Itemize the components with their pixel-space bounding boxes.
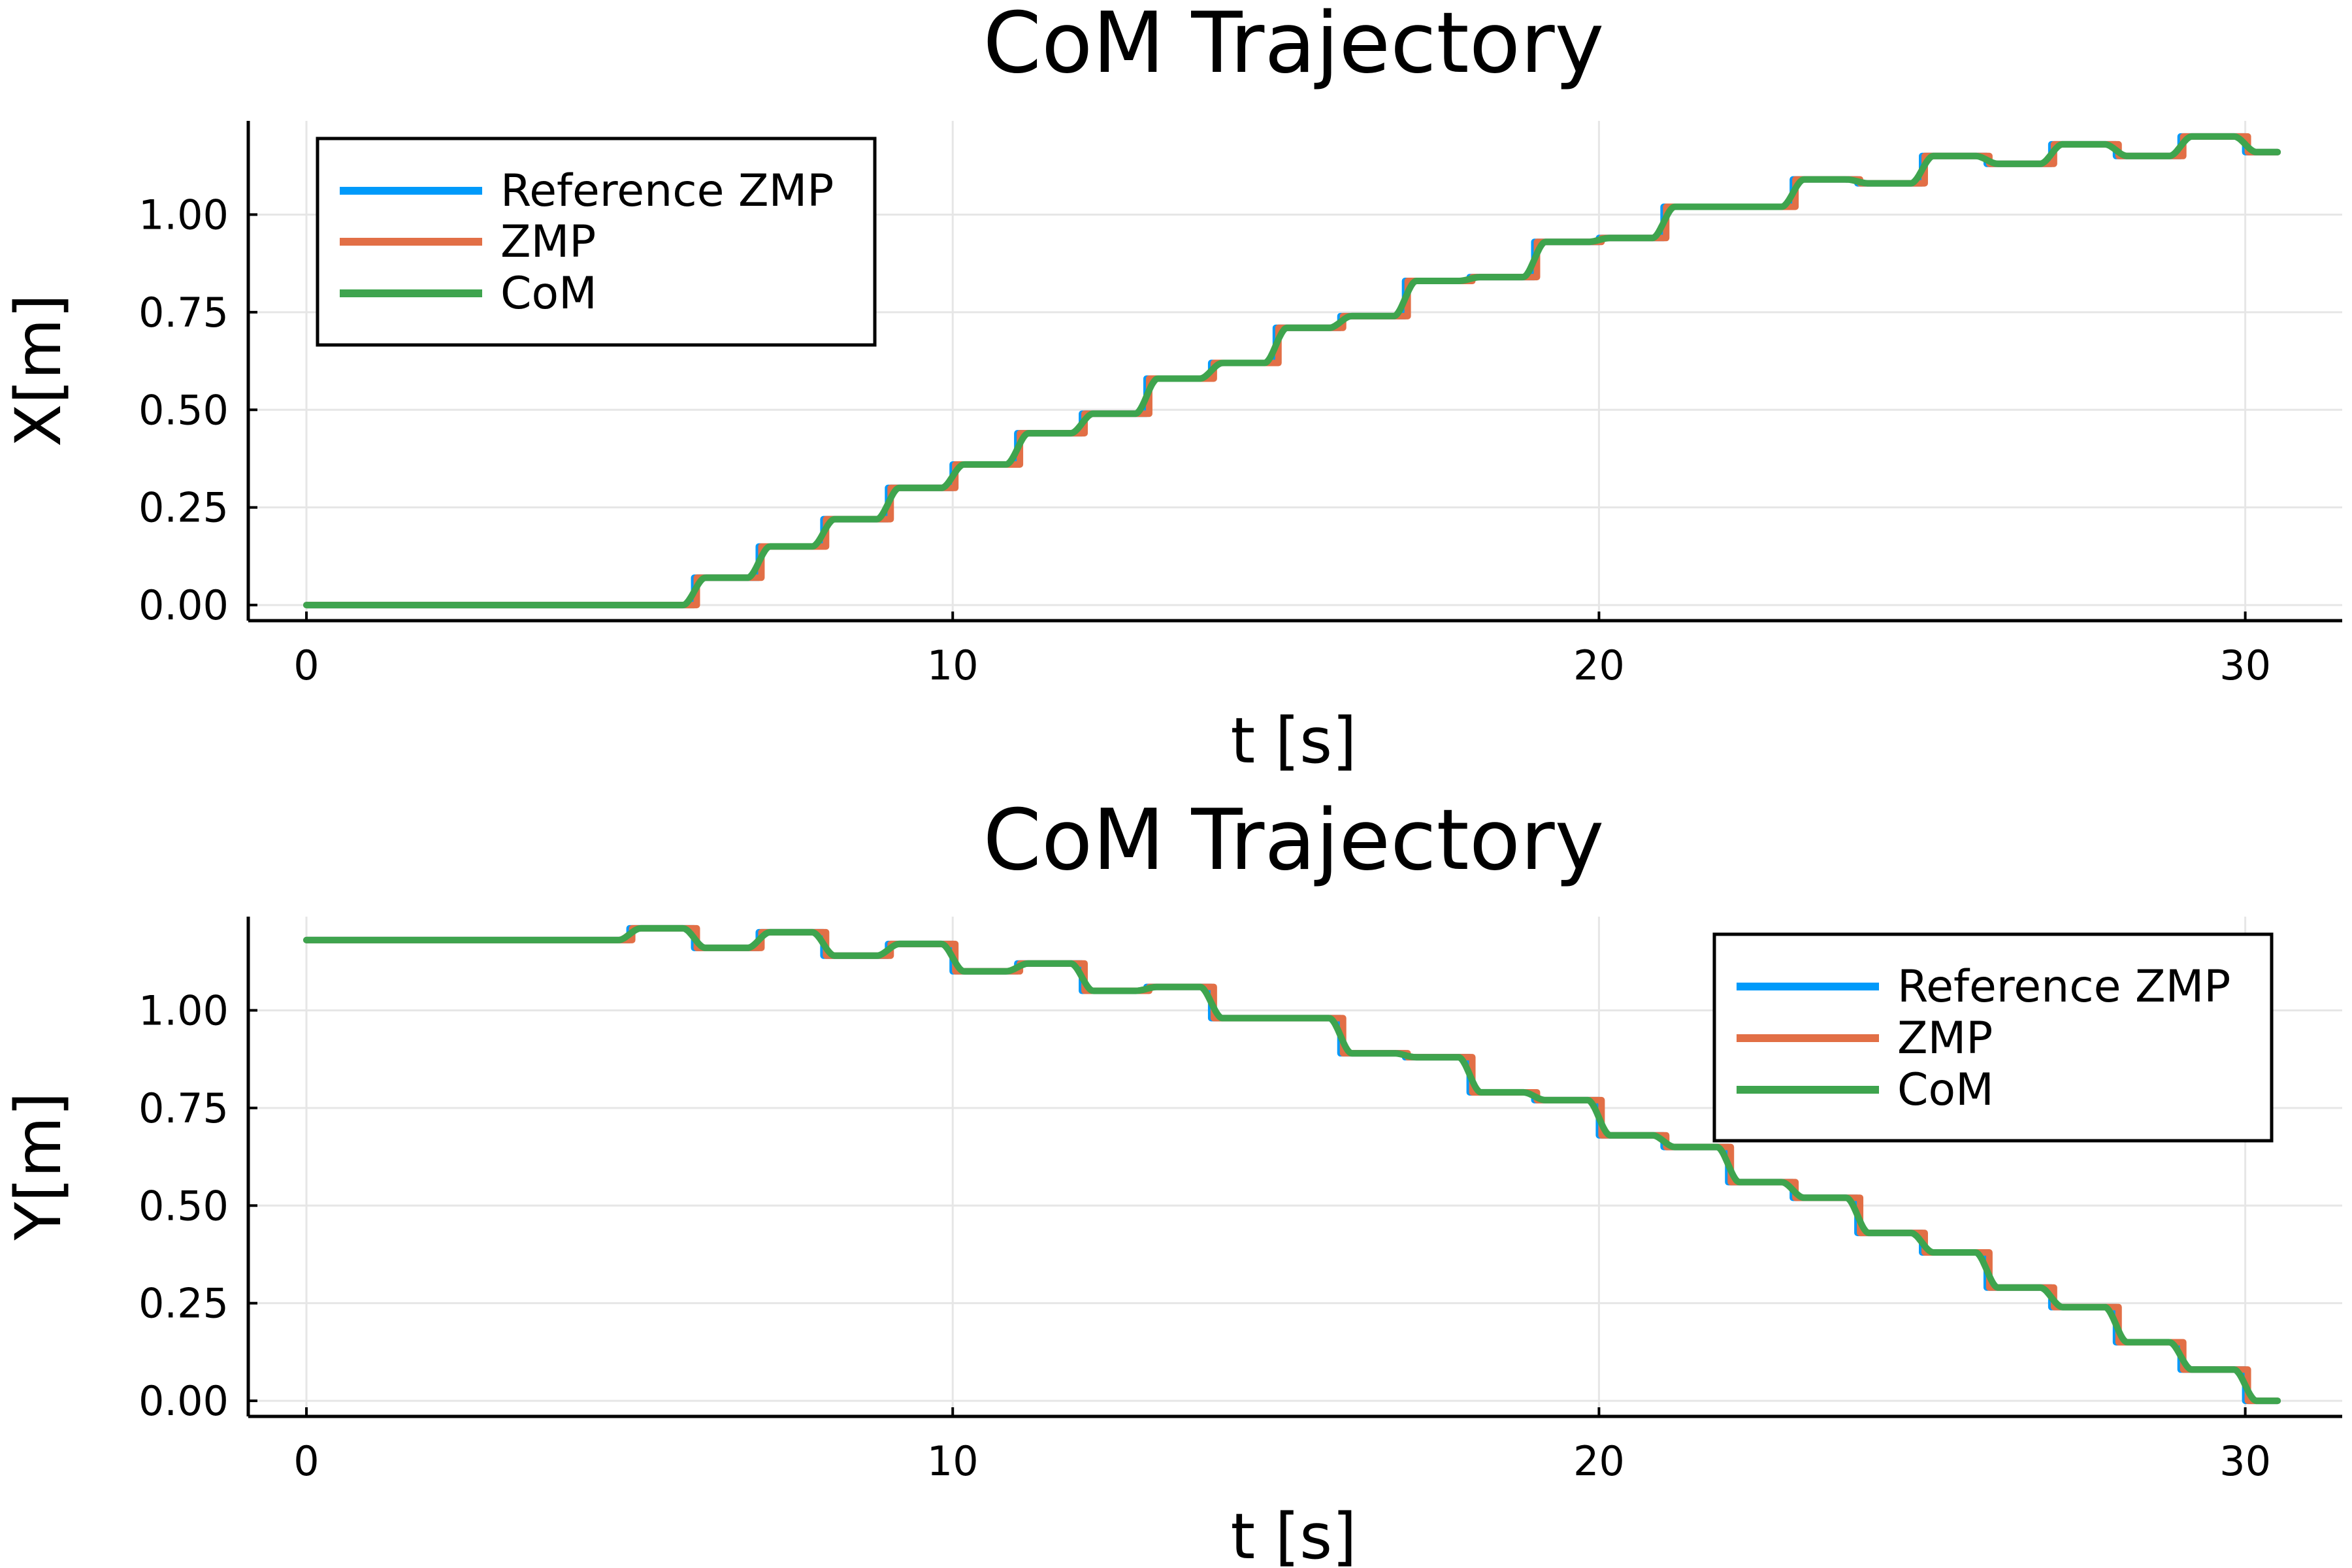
y-tick-label: 0.50: [139, 386, 229, 434]
legend-label: Reference ZMP: [1897, 961, 2230, 1013]
y-axis-label: Y[m]: [2, 1092, 75, 1241]
chart-panel-y: CoM Trajectory 0 10 20 30 0.00 0.25 0.50…: [2, 792, 2342, 1568]
grid-lines: [248, 917, 2342, 1416]
legend-label: CoM: [1897, 1064, 1994, 1116]
legend-label: ZMP: [1897, 1013, 1993, 1064]
series-line-com: [303, 133, 2281, 609]
x-axis-label: t [s]: [1230, 704, 1356, 777]
x-tick-labels: 0 10 20 30: [293, 642, 2271, 689]
y-tick-label: 0.25: [139, 1280, 229, 1328]
y-tick-label: 0.00: [139, 581, 229, 629]
y-axis-label: X[m]: [2, 294, 75, 447]
y-tick-label: 1.00: [139, 987, 229, 1034]
x-tick-label: 30: [2219, 642, 2271, 689]
y-tick-label: 0.75: [139, 1085, 229, 1132]
legend-label: ZMP: [500, 216, 596, 268]
legend: Reference ZMP ZMP CoM: [316, 137, 877, 347]
x-tick-label: 20: [1573, 642, 1625, 689]
y-tick-label: 0.50: [139, 1182, 229, 1230]
y-tick-labels: 0.00 0.25 0.50 0.75 1.00: [139, 987, 229, 1425]
y-tick-label: 0.25: [139, 484, 229, 532]
chart-title: CoM Trajectory: [983, 0, 1605, 92]
legend-label: CoM: [500, 268, 597, 319]
y-tick-label: 0.75: [139, 289, 229, 336]
x-tick-label: 30: [2219, 1437, 2271, 1485]
x-tick-label: 20: [1573, 1437, 1625, 1485]
chart-title: CoM Trajectory: [983, 792, 1605, 889]
legend: Reference ZMP ZMP CoM: [1712, 932, 2274, 1143]
chart-panel-x: CoM Trajectory 0 10 20 30 0.00 0.25 0.50…: [2, 0, 2342, 777]
series-lines: [303, 133, 2281, 609]
x-tick-label: 0: [293, 1437, 319, 1485]
series-line-com: [303, 924, 2281, 1405]
x-tick-label: 10: [927, 642, 979, 689]
x-tick-labels: 0 10 20 30: [293, 1437, 2271, 1485]
y-tick-labels: 0.00 0.25 0.50 0.75 1.00: [139, 191, 229, 629]
series-lines: [303, 924, 2281, 1405]
y-tick-label: 0.00: [139, 1377, 229, 1425]
x-tick-label: 10: [927, 1437, 979, 1485]
legend-label: Reference ZMP: [500, 165, 834, 217]
axes: [246, 121, 2342, 623]
y-tick-label: 1.00: [139, 191, 229, 238]
x-tick-label: 0: [293, 642, 319, 689]
axes: [246, 917, 2342, 1418]
x-axis-label: t [s]: [1230, 1500, 1356, 1568]
